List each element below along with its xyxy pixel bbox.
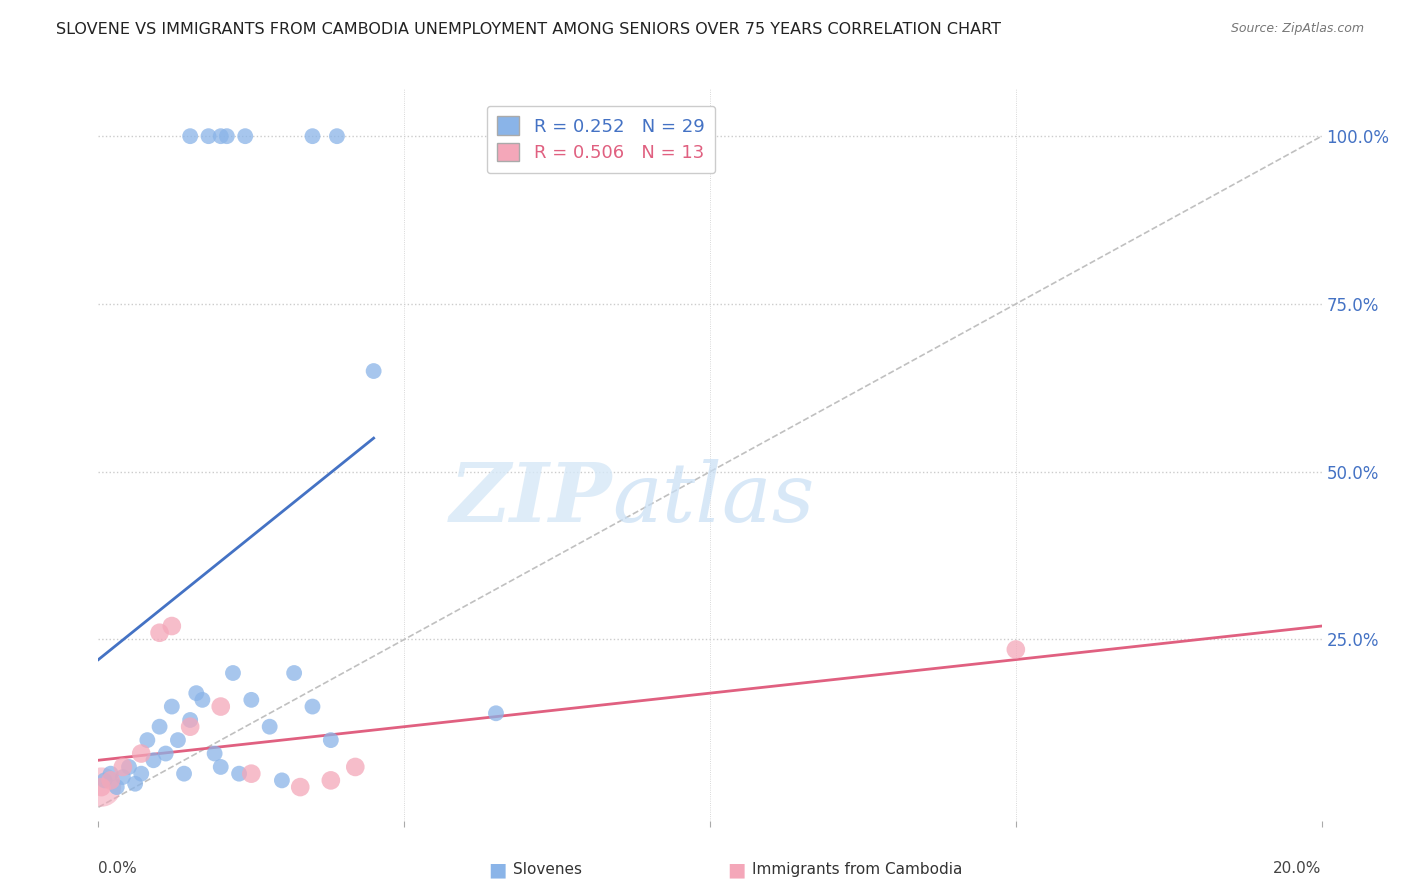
Point [344,760,367,774]
Point [111,770,134,784]
Point [93,773,115,788]
Point [90,780,112,794]
Point [1004,642,1026,657]
Point [240,766,263,780]
Point [319,733,342,747]
Point [100,766,122,780]
Text: atlas: atlas [612,458,814,539]
Point [129,766,152,780]
Point [179,129,201,144]
Point [209,129,232,144]
Point [301,129,323,144]
Point [233,129,256,144]
Point [160,699,183,714]
Text: 0.0%: 0.0% [98,861,138,876]
Point [319,773,342,788]
Text: ■: ■ [488,860,506,880]
Point [209,699,232,714]
Point [118,760,141,774]
Point [149,625,172,640]
Point [179,720,201,734]
Point [186,686,208,700]
Text: ZIP: ZIP [450,458,612,539]
Text: Source: ZipAtlas.com: Source: ZipAtlas.com [1230,22,1364,36]
Point [209,760,232,774]
Point [136,733,159,747]
Point [485,706,508,721]
Point [173,766,195,780]
Point [129,747,152,761]
Point [179,713,201,727]
Point [283,665,305,680]
Point [90,780,112,794]
Point [142,753,165,767]
Point [326,129,349,144]
Point [105,780,128,794]
Text: Immigrants from Cambodia: Immigrants from Cambodia [752,863,963,877]
Point [155,747,177,761]
Point [100,773,122,788]
Point [215,129,238,144]
Point [149,720,172,734]
Point [301,699,323,714]
Point [363,364,385,378]
Text: SLOVENE VS IMMIGRANTS FROM CAMBODIA UNEMPLOYMENT AMONG SENIORS OVER 75 YEARS COR: SLOVENE VS IMMIGRANTS FROM CAMBODIA UNEM… [56,22,1001,37]
Point [160,619,183,633]
Point [290,780,312,794]
Point [111,760,134,774]
Legend: R = 0.252   N = 29, R = 0.506   N = 13: R = 0.252 N = 29, R = 0.506 N = 13 [486,105,716,173]
Point [204,747,226,761]
Point [240,693,263,707]
Text: 20.0%: 20.0% [1274,861,1322,876]
Point [124,777,146,791]
Text: ■: ■ [727,860,745,880]
Point [270,773,294,788]
Point [259,720,281,734]
Point [167,733,190,747]
Point [191,693,214,707]
Point [197,129,219,144]
Point [222,665,245,680]
Point [228,766,250,780]
Text: Slovenes: Slovenes [513,863,582,877]
